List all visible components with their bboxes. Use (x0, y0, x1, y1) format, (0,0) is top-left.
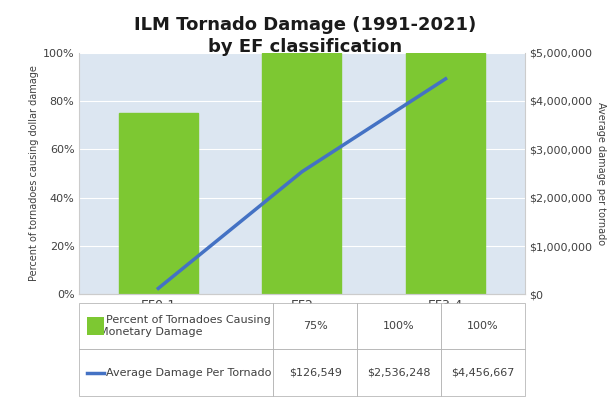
Bar (262, 53, 342, 295)
Bar (406, 53, 485, 295)
Y-axis label: Percent of tornadoes causing dollar damage: Percent of tornadoes causing dollar dama… (29, 65, 38, 282)
Text: ILM Tornado Damage (1991-2021)
by EF classification: ILM Tornado Damage (1991-2021) by EF cla… (134, 16, 476, 57)
Bar (119, 113, 198, 295)
Y-axis label: Average damage per tornado: Average damage per tornado (597, 102, 606, 245)
